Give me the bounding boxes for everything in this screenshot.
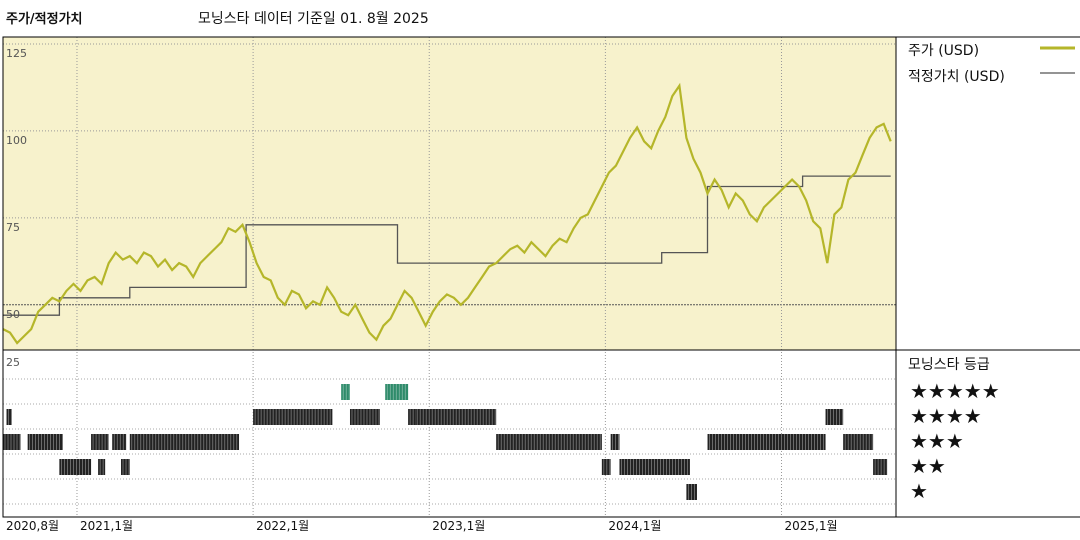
y-tick-label: 75	[6, 221, 20, 234]
price-line	[2, 82, 892, 345]
star-row-3: ★★★	[910, 429, 964, 453]
x-tick-label: 2021,1월	[80, 519, 133, 533]
rating-segment	[121, 459, 130, 475]
rating-panel-title: 모닝스타 등급	[908, 357, 990, 373]
x-tick-label: 2022,1월	[256, 519, 309, 533]
rating-axis-label: 25	[6, 356, 20, 369]
star-row-5: ★★★★★	[910, 379, 1000, 403]
y-tick-label: 50	[6, 308, 20, 321]
rating-segment	[98, 459, 106, 475]
rating-segment	[843, 434, 874, 450]
rating-segment	[349, 409, 380, 425]
y-axis-labels: 50 75 100 125	[6, 47, 27, 321]
rating-segment	[6, 409, 12, 425]
rating-segment	[610, 434, 620, 450]
rating-bars	[3, 384, 888, 500]
fair-value-line	[3, 175, 891, 316]
y-tick-label: 100	[6, 134, 27, 147]
chart-subtitle: 모닝스타 데이터 기준일 01. 8월 2025	[198, 11, 429, 27]
rating-grid: 25	[3, 356, 896, 505]
rating-segment	[825, 409, 844, 425]
rating-segment	[253, 409, 333, 425]
legend-fair-label: 적정가치 (USD)	[908, 69, 1005, 85]
rating-segment	[3, 434, 21, 450]
x-tick-label: 2024,1월	[608, 519, 661, 533]
rating-segment	[341, 384, 350, 400]
star-row-1: ★	[910, 479, 928, 503]
chart-border	[2, 36, 897, 518]
x-tick-label: 2020,8월	[6, 519, 59, 533]
y-tick-label: 125	[6, 47, 27, 60]
rating-segment	[129, 434, 240, 450]
rating-segment	[415, 409, 497, 425]
legend-price-label: 주가 (USD)	[908, 43, 980, 59]
x-tick-label: 2025,1월	[785, 519, 838, 533]
rating-segment	[873, 459, 888, 475]
rating-segment	[385, 384, 409, 400]
plot-background	[3, 37, 896, 350]
x-tick-label: 2023,1월	[432, 519, 485, 533]
rating-segment	[27, 434, 63, 450]
star-row-4: ★★★★	[910, 404, 982, 428]
chart-title: 주가/적정가치	[6, 12, 83, 27]
rating-segment	[601, 459, 611, 475]
star-row-2: ★★	[910, 454, 946, 478]
rating-segment	[112, 434, 127, 450]
rating-segment	[408, 409, 416, 425]
rating-segment	[91, 434, 109, 450]
x-axis-labels: 2020,8월 2021,1월 2022,1월 2023,1월 2024,1월 2025,…	[6, 519, 838, 533]
